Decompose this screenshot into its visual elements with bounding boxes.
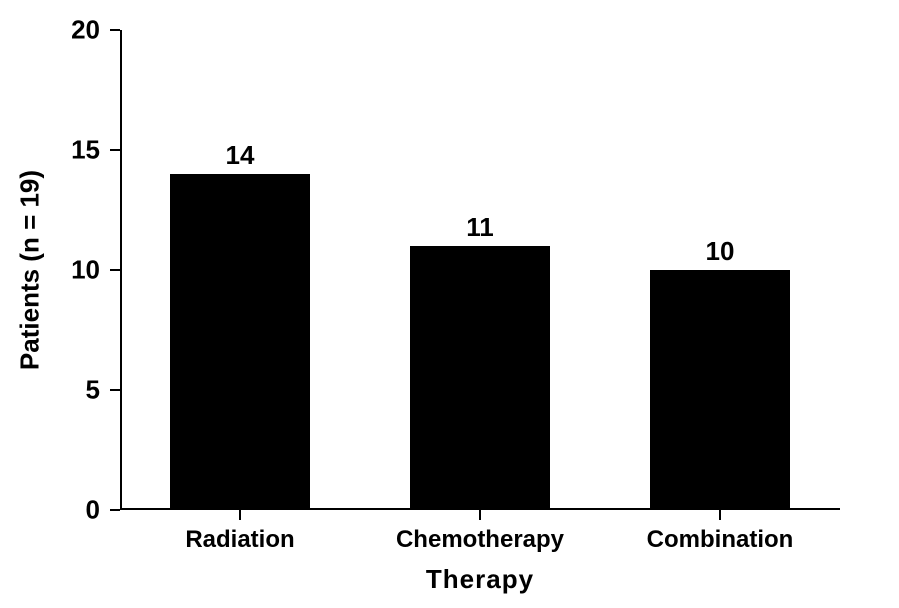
- bar-value-label: 11: [466, 212, 494, 243]
- y-tick-label: 0: [0, 495, 100, 526]
- x-axis-title: Therapy: [426, 564, 534, 595]
- x-tick-mark: [239, 510, 241, 520]
- y-tick-mark: [110, 149, 120, 151]
- x-tick-mark: [479, 510, 481, 520]
- y-tick-mark: [110, 509, 120, 511]
- bar: [410, 246, 549, 510]
- y-tick-mark: [110, 29, 120, 31]
- bar-chart: Patients (n = 19) Therapy 0510152014Radi…: [0, 0, 899, 608]
- y-tick-label: 10: [0, 255, 100, 286]
- bar-value-label: 14: [226, 140, 255, 171]
- y-tick-mark: [110, 389, 120, 391]
- x-tick-label: Radiation: [185, 526, 294, 554]
- x-tick-mark: [719, 510, 721, 520]
- x-tick-label: Combination: [647, 526, 794, 554]
- y-tick-mark: [110, 269, 120, 271]
- bar-value-label: 10: [706, 236, 735, 267]
- bar: [650, 270, 789, 510]
- y-tick-label: 20: [0, 15, 100, 46]
- x-tick-label: Chemotherapy: [396, 526, 564, 554]
- y-tick-label: 5: [0, 375, 100, 406]
- bar: [170, 174, 309, 510]
- y-tick-label: 15: [0, 135, 100, 166]
